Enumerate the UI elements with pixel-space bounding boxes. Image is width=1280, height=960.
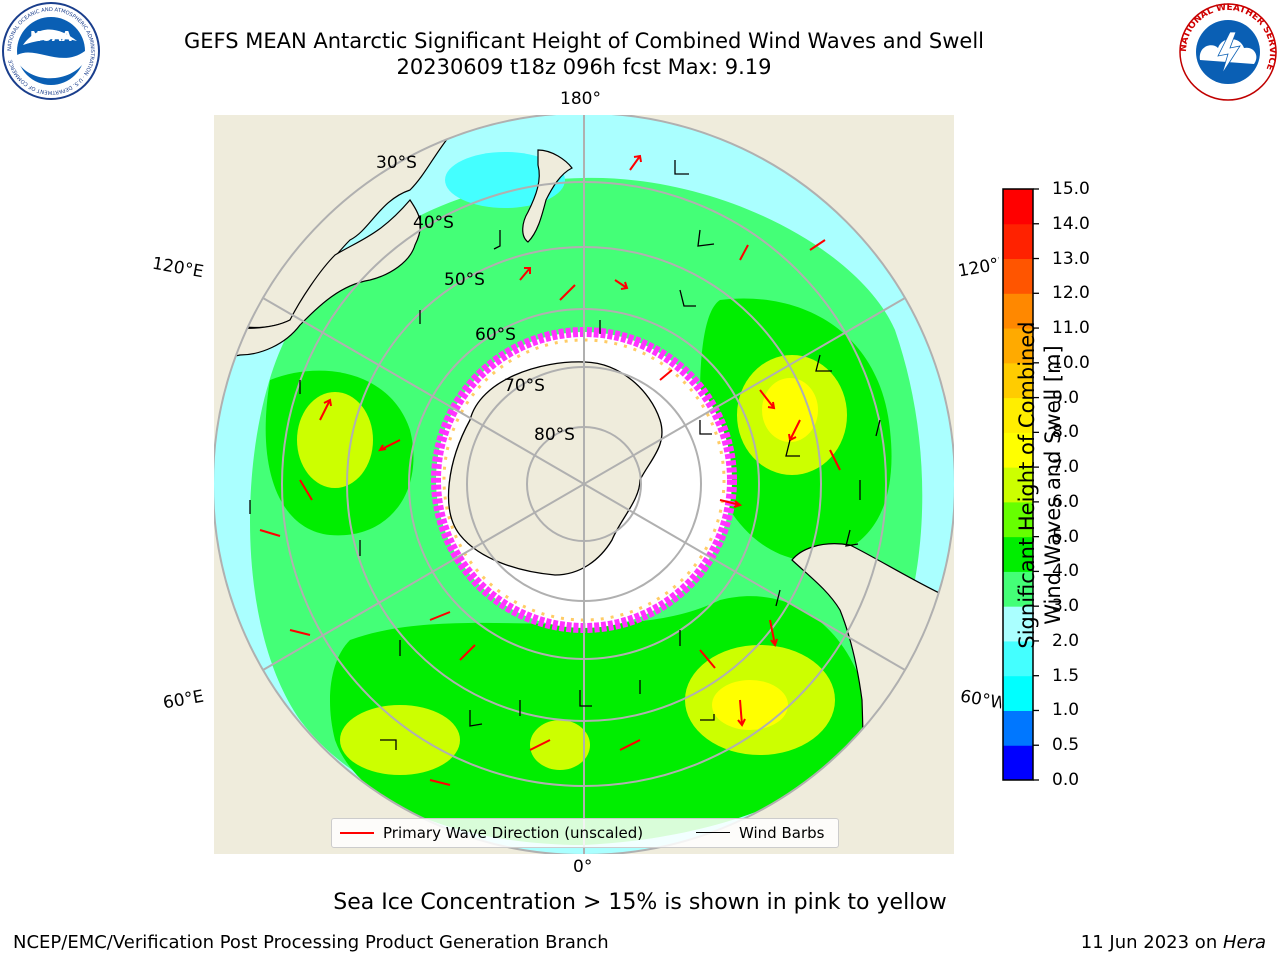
land-australia [214, 199, 422, 357]
colorbar-tick-label: 8.0 [1052, 422, 1080, 443]
wave-calm-patch [445, 152, 565, 208]
wave-max-south [530, 720, 590, 770]
colorbar-tick-label: 1.0 [1052, 700, 1080, 721]
lat-label-30s: 30°S [376, 153, 417, 173]
lon-label-0: 0° [573, 857, 593, 877]
noaa-logo-text: NOAA [30, 30, 72, 45]
map-title: GEFS MEAN Antarctic Significant Height o… [183, 29, 985, 53]
lat-label-80s: 80°S [534, 425, 575, 445]
lon-label-180: 180° [560, 89, 601, 109]
footer-date: 11 Jun 2023 on Hera [1080, 932, 1266, 953]
lat-label-70s: 70°S [504, 376, 545, 396]
lat-label-40s: 40°S [413, 213, 454, 233]
colorbar-tick-label: 7.0 [1052, 457, 1080, 478]
noaa-logo: NOAA NATIONAL OCEANIC AND ATMOSPHERIC AD… [2, 2, 100, 100]
wave-direction-arrows [259, 154, 841, 786]
colorbar-tick-label: 2.0 [1052, 630, 1080, 651]
colorbar-tick-label: 4.0 [1052, 561, 1080, 582]
colorbar-tick-label: 5.0 [1052, 526, 1080, 547]
lat-label-50s: 50°S [444, 270, 485, 290]
legend-wave-label: Primary Wave Direction (unscaled) [383, 824, 644, 842]
colorbar-tick-label: 3.0 [1052, 596, 1080, 617]
colorbar-tick-label: 12.0 [1052, 283, 1090, 304]
colorbar-tick-label: 11.0 [1052, 318, 1090, 339]
wave-max-west [297, 392, 373, 488]
colorbar-tick-label: 13.0 [1052, 248, 1090, 269]
sea-ice-note: Sea Ice Concentration > 15% is shown in … [333, 890, 947, 915]
lat-label-60s: 60°S [475, 325, 516, 345]
colorbar-tick-label: 15.0 [1052, 179, 1090, 199]
graticule [214, 115, 954, 854]
colorbar-tick-label: 1.5 [1052, 665, 1080, 686]
colorbar-label: Significant Height of Combined Wind Wave… [1015, 321, 1065, 649]
colorbar-tick-label: 6.0 [1052, 491, 1080, 512]
nws-logo: NATIONAL WEATHER SERVICE [1179, 3, 1277, 101]
wave-max-southeast-core [712, 680, 788, 730]
colorbar-tick-label: 9.0 [1052, 387, 1080, 408]
colorbar-tick-label: 0.0 [1052, 770, 1080, 790]
colorbar-tick-label: 14.0 [1052, 213, 1090, 234]
map-legend: Primary Wave Direction (unscaled) Wind B… [331, 818, 839, 848]
wave-max-southwest [340, 705, 460, 775]
legend-wind-swatch [696, 832, 730, 833]
footer-producer: NCEP/EMC/Verification Post Processing Pr… [13, 932, 609, 953]
wind-barbs [249, 160, 881, 750]
colorbar-tick-label: 0.5 [1052, 735, 1080, 756]
land-outer-corner-nw [214, 115, 360, 210]
legend-wave-swatch [340, 832, 374, 834]
forecast-subtitle: 20230609 t18z 096h fcst Max: 9.19 [396, 55, 772, 79]
legend-wind-label: Wind Barbs [739, 824, 825, 842]
colorbar-tick-label: 10.0 [1052, 352, 1090, 373]
land-new-zealand [522, 149, 573, 243]
